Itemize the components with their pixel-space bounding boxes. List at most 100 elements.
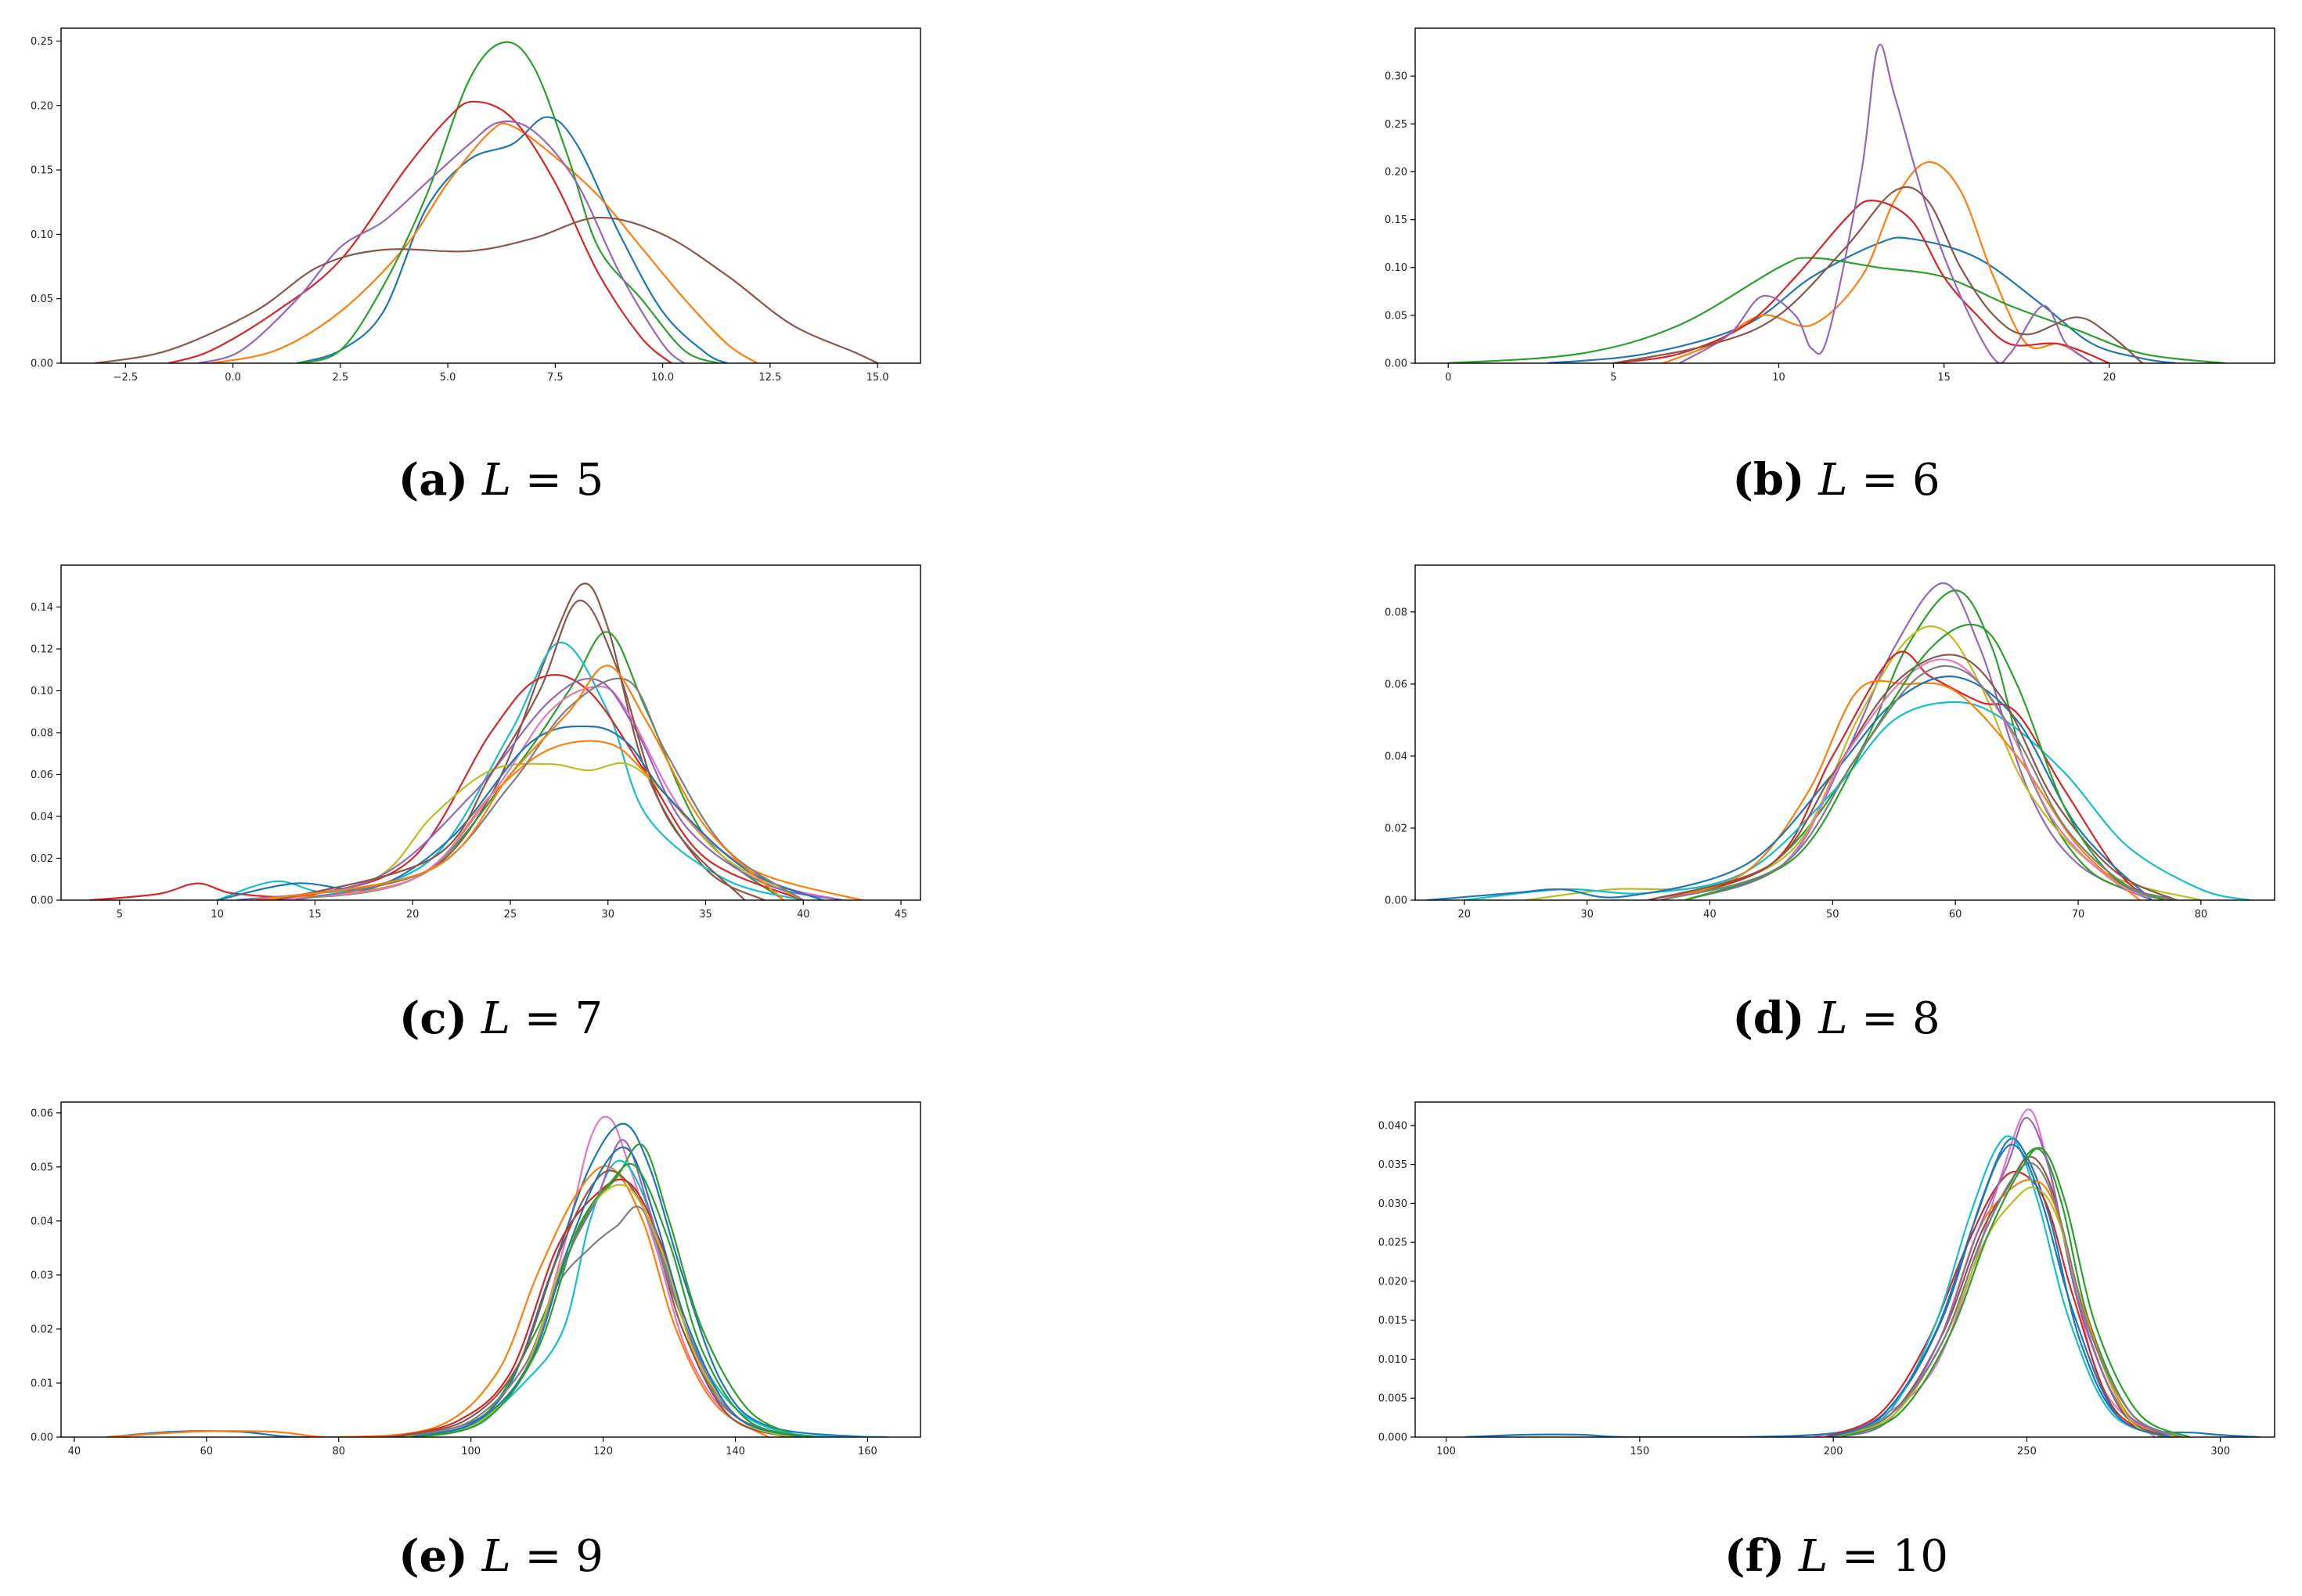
y-tick-label-e-3: 0.03 [31, 1270, 53, 1281]
series-line-a-1 [296, 116, 729, 363]
caption-a-op: = [524, 455, 562, 506]
y-tick-label-d-1: 0.02 [1385, 823, 1407, 834]
caption-e-value: 9 [575, 1531, 603, 1582]
y-tick-label-c-1: 0.02 [31, 853, 53, 865]
x-tick-label-c-1: 10 [211, 909, 224, 920]
caption-b-var: L [1818, 455, 1848, 506]
caption-b: (b) L = 6 [1523, 454, 2149, 506]
panel-e: 40 60 80 100 120 140 160 0.00 0.01 0.02 0.03 0.04 0.… [0, 1074, 1002, 1457]
y-tick-label-d-3: 0.06 [1385, 679, 1407, 690]
y-tick-label-a-5: 0.25 [31, 36, 53, 48]
caption-d-op: = [1861, 993, 1899, 1044]
x-tick-label-f-3: 250 [2017, 1446, 2037, 1457]
series-line-d-6 [1659, 679, 2141, 900]
y-tick-label-f-4: 0.020 [1378, 1276, 1407, 1288]
series-line-e-8 [391, 1169, 790, 1437]
chart-e: 40 60 80 100 120 140 160 0.00 0.01 0.02 0.03 0.04 0.… [31, 1101, 921, 1457]
y-tick-label-b-4: 0.20 [1385, 167, 1407, 178]
x-tick-label-f-2: 200 [1824, 1446, 1843, 1457]
axes-frame-e [60, 1101, 921, 1438]
x-tick-label-d-3: 50 [1826, 909, 1839, 920]
y-tick-label-e-5: 0.05 [31, 1162, 53, 1173]
y-tick-label-f-7: 0.035 [1378, 1159, 1407, 1171]
x-tick-label-b-3: 15 [1937, 372, 1951, 384]
series-line-f-6 [1832, 1135, 2175, 1437]
series-line-e-3 [416, 1143, 803, 1437]
series-line-e-2 [106, 1122, 869, 1437]
x-tick-label-d-6: 80 [2195, 909, 2208, 920]
x-tick-label-b-1: 5 [1610, 372, 1616, 384]
x-tick-label-f-4: 300 [2210, 1446, 2230, 1457]
x-tick-label-c-4: 25 [504, 909, 517, 920]
y-tick-label-b-2: 0.10 [1385, 262, 1407, 274]
x-tick-label-f-0: 100 [1436, 1446, 1456, 1457]
x-tick-label-e-5: 140 [726, 1446, 745, 1457]
caption-f-op: = [1841, 1531, 1879, 1582]
series-line-a-3 [296, 41, 720, 363]
series-line-c-9 [216, 725, 824, 900]
y-tick-label-e-0: 0.00 [31, 1432, 53, 1444]
y-tick-label-c-2: 0.04 [31, 812, 53, 823]
series-line-f-12 [1828, 1144, 2171, 1437]
series-line-b-2 [1662, 161, 2094, 363]
y-tick-label-b-1: 0.05 [1385, 310, 1407, 322]
x-tick-label-a-3: 5.0 [440, 372, 456, 384]
plot-area-b [1415, 28, 2275, 363]
x-tick-label-c-7: 40 [797, 909, 810, 920]
x-tick-label-f-1: 150 [1630, 1446, 1649, 1457]
caption-e-op: = [524, 1531, 562, 1582]
series-line-c-8 [236, 677, 844, 900]
y-tick-label-d-4: 0.08 [1385, 607, 1407, 618]
y-tick-label-e-6: 0.06 [31, 1108, 53, 1119]
y-tick-label-a-2: 0.10 [31, 229, 53, 241]
caption-c-value: 7 [575, 993, 603, 1044]
series-line-f-8 [1832, 1116, 2175, 1437]
series-line-a-2 [211, 122, 758, 363]
series-line-d-8 [1647, 654, 2178, 900]
y-tick-label-c-3: 0.06 [31, 769, 53, 781]
series-line-b-1 [1546, 236, 2177, 363]
x-tick-label-e-6: 160 [858, 1446, 877, 1457]
chart-f: 100 150 200 250 300 0.000 0.005 0.010 0.015 0.020… [1378, 1101, 2275, 1457]
series-group-c [89, 582, 863, 900]
caption-f-label: (f) [1724, 1530, 1785, 1582]
caption-b-label: (b) [1732, 454, 1805, 506]
caption-d-var: L [1818, 993, 1848, 1044]
plot-area-f [1415, 1102, 2275, 1437]
axes-frame-d [1414, 564, 2275, 901]
axes-frame-a [60, 27, 921, 364]
caption-c-label: (c) [398, 993, 467, 1044]
x-tick-label-c-2: 15 [308, 909, 322, 920]
caption-e-var: L [481, 1531, 511, 1582]
y-tick-label-b-5: 0.25 [1385, 119, 1407, 131]
x-tick-label-b-2: 10 [1772, 372, 1785, 384]
plot-area-e [61, 1102, 920, 1437]
y-tick-label-f-5: 0.025 [1378, 1238, 1407, 1249]
caption-a-value: 5 [575, 455, 604, 506]
x-tick-label-a-5: 10.0 [651, 372, 674, 384]
x-tick-label-d-5: 70 [2072, 909, 2085, 920]
x-tick-label-c-5: 30 [601, 909, 614, 920]
y-tick-label-d-2: 0.04 [1385, 751, 1407, 762]
chart-d: 20 30 40 50 60 70 80 0.00 0.02 0.04 0.06 0.08 [1385, 564, 2275, 920]
series-line-c-4 [89, 673, 805, 900]
x-tick-label-c-6: 35 [699, 909, 712, 920]
series-group-e [106, 1115, 888, 1437]
y-tick-label-f-0: 0.000 [1378, 1432, 1407, 1444]
series-group-b [1447, 44, 2226, 363]
x-tick-label-d-4: 60 [1949, 909, 1962, 920]
series-line-d-11 [1659, 665, 2178, 900]
x-tick-label-c-8: 45 [895, 909, 908, 920]
y-tick-label-d-0: 0.00 [1385, 895, 1407, 907]
series-group-d [1426, 582, 2251, 900]
caption-f-value: 10 [1892, 1531, 1948, 1582]
x-tick-label-d-2: 40 [1703, 909, 1717, 920]
series-line-e-11 [410, 1146, 803, 1437]
x-tick-label-a-1: 0.0 [225, 372, 241, 384]
caption-a: (a) L = 5 [188, 454, 814, 506]
x-tick-label-a-6: 12.5 [758, 372, 781, 384]
x-tick-label-a-0: −2.5 [113, 372, 139, 384]
series-line-a-4 [168, 100, 672, 363]
caption-e: (e) L = 9 [188, 1530, 814, 1582]
x-tick-label-e-0: 40 [68, 1446, 81, 1457]
